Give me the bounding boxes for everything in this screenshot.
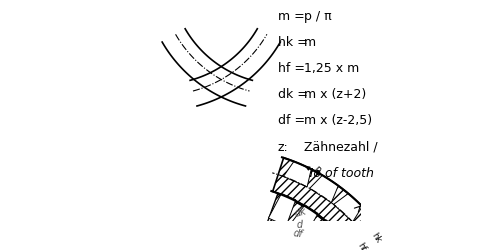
Polygon shape — [272, 158, 388, 250]
Polygon shape — [334, 194, 362, 222]
Polygon shape — [288, 205, 318, 238]
Polygon shape — [322, 238, 354, 250]
Polygon shape — [354, 216, 382, 244]
Text: m x (z-2,5): m x (z-2,5) — [304, 114, 372, 128]
Text: hf =: hf = — [278, 62, 304, 75]
Text: m: m — [304, 36, 316, 49]
Text: hf: hf — [356, 242, 368, 250]
Text: dk: dk — [294, 206, 308, 219]
Text: z:: z: — [278, 140, 288, 153]
Text: d: d — [296, 220, 303, 230]
Text: m x (z+2): m x (z+2) — [304, 88, 366, 101]
Polygon shape — [310, 175, 338, 203]
Text: df =: df = — [278, 114, 305, 128]
Text: 1,25 x m: 1,25 x m — [304, 62, 360, 75]
Text: p / π: p / π — [304, 10, 332, 23]
Text: p: p — [312, 163, 322, 173]
Text: dk =: dk = — [278, 88, 308, 101]
Text: hk =: hk = — [278, 36, 308, 49]
Text: df: df — [292, 228, 303, 240]
Polygon shape — [306, 220, 338, 250]
Text: Zähnezahl /: Zähnezahl / — [304, 140, 378, 153]
Text: hk: hk — [370, 231, 383, 244]
Text: No of tooth: No of tooth — [304, 167, 374, 180]
Polygon shape — [266, 194, 354, 250]
Polygon shape — [284, 162, 312, 187]
Polygon shape — [268, 194, 296, 226]
Text: m =: m = — [278, 10, 304, 23]
